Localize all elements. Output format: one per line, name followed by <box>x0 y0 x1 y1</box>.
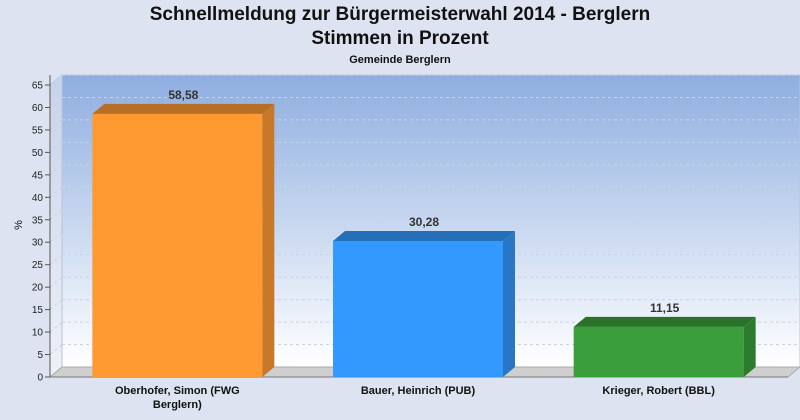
bar-top <box>573 316 756 327</box>
chart-title: Schnellmeldung zur Bürgermeisterwahl 201… <box>149 4 651 25</box>
y-tick-label: 55 <box>32 125 44 136</box>
y-tick-label: 25 <box>32 260 44 271</box>
gridline-side <box>49 344 63 355</box>
y-tick-label: 20 <box>32 283 44 294</box>
category-label-line: Krieger, Robert (BBL) <box>602 385 715 397</box>
y-tick-label: 5 <box>37 350 43 361</box>
y-tick-label: 30 <box>32 238 44 249</box>
chart-side-wall <box>49 73 63 379</box>
category-label: Oberhofer, Simon (FWG Berglern) <box>115 385 240 411</box>
chart-title-block: Schnellmeldung zur Bürgermeisterwahl 201… <box>0 3 800 66</box>
bar-top <box>92 103 275 114</box>
bar-front <box>92 113 263 378</box>
y-tick-label: 50 <box>32 148 44 159</box>
gridline-side <box>49 276 63 288</box>
y-axis-label: % <box>13 220 25 230</box>
gridline-side <box>49 164 63 176</box>
bar-3 <box>573 316 756 377</box>
category-label-line: Oberhofer, Simon (FWG <box>115 385 240 397</box>
gridline-side <box>49 186 63 198</box>
y-tick-label: 35 <box>32 215 44 226</box>
gridline-side <box>49 97 63 108</box>
y-tick-label: 65 <box>32 81 44 92</box>
bar-2 <box>333 230 515 377</box>
bar-side <box>743 316 756 377</box>
bar-front <box>333 240 503 377</box>
category-label-line: Berglern) <box>153 399 202 411</box>
data-label: 11,15 <box>650 301 680 315</box>
chart-title-line2: Stimmen in Prozent <box>311 28 489 49</box>
category-label-line: Bauer, Heinrich (PUB) <box>361 385 476 397</box>
gridline-side <box>49 142 63 153</box>
gridline-side <box>49 254 63 266</box>
gridline-side <box>49 231 63 243</box>
gridline-side <box>49 209 63 221</box>
y-tick-label: 60 <box>32 103 44 114</box>
gridline-side <box>49 321 63 333</box>
y-tick-label: 15 <box>32 305 44 316</box>
y-tick-label: 45 <box>32 170 44 181</box>
gridline-side <box>49 299 63 310</box>
data-label: 58,58 <box>168 88 198 102</box>
category-label: Bauer, Heinrich (PUB) <box>361 385 476 397</box>
bar-side <box>503 230 515 377</box>
y-tick-label: 10 <box>32 328 44 339</box>
gridline-side <box>49 119 63 131</box>
gridline-side <box>49 74 63 86</box>
y-tick-label: 40 <box>32 193 44 204</box>
bar-side <box>262 103 275 378</box>
y-tick-label: 0 <box>37 373 43 384</box>
category-label: Krieger, Robert (BBL) <box>602 385 715 397</box>
bar-front <box>573 326 744 377</box>
bar-1 <box>92 103 275 378</box>
data-label: 30,28 <box>409 215 439 229</box>
bar-top <box>333 230 515 241</box>
chart-subtitle: Gemeinde Berglern <box>349 54 451 66</box>
